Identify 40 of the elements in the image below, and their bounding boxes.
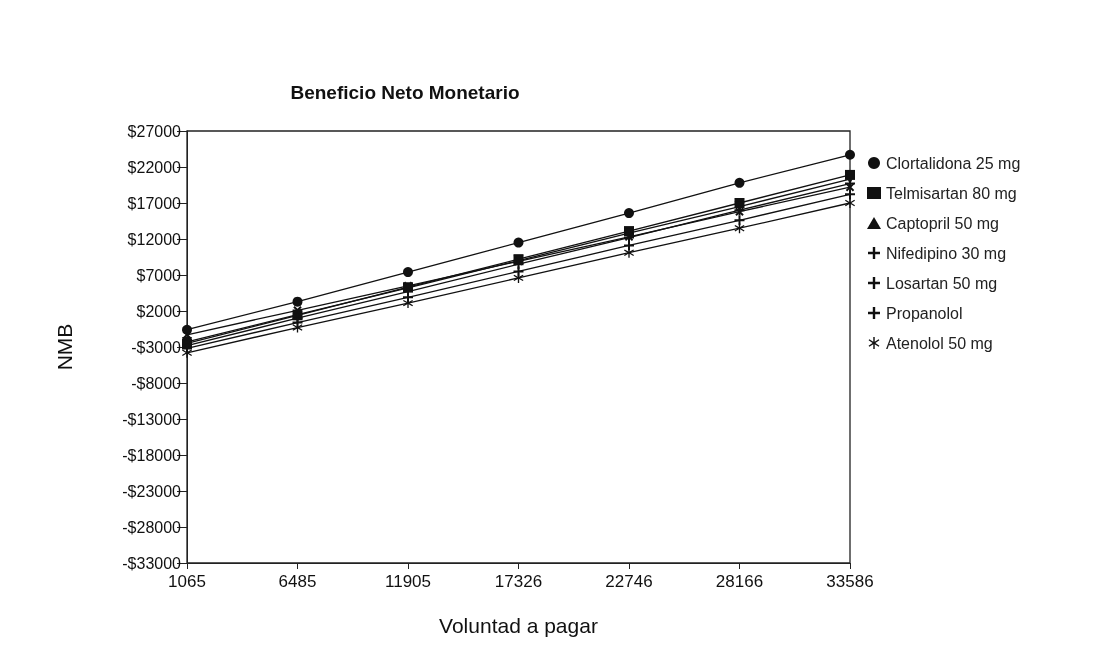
point xyxy=(403,267,413,278)
y-tick-label: -$13000 xyxy=(122,410,182,428)
point xyxy=(845,198,855,208)
y-tick-label: -$23000 xyxy=(122,482,182,500)
y-tick-label: $17000 xyxy=(127,194,182,212)
x-tick-label: 22746 xyxy=(605,572,653,591)
legend-label: Nifedipino 30 mg xyxy=(886,244,1007,262)
x-tick-label: 33586 xyxy=(826,572,874,591)
point xyxy=(513,237,524,248)
y-tick-label: $27000 xyxy=(127,122,182,140)
legend-label: Atenolol 50 mg xyxy=(886,334,993,352)
y-tick-label: -$18000 xyxy=(122,446,182,464)
legend-label: Captopril 50 mg xyxy=(886,214,999,232)
y-tick-label: $2000 xyxy=(136,302,182,320)
legend-label: Telmisartan 80 mg xyxy=(886,184,1017,202)
x-axis-title: Voluntad a pagar xyxy=(439,614,598,637)
x-tick-label: 28166 xyxy=(715,572,764,591)
y-tick-label: -$28000 xyxy=(122,518,182,536)
point xyxy=(624,208,634,219)
y-tick-label: -$3000 xyxy=(131,338,182,356)
x-tick-label: 1065 xyxy=(168,572,206,591)
legend-label: Clortalidona 25 mg xyxy=(886,154,1021,172)
point xyxy=(734,215,745,226)
x-tick-label: 17326 xyxy=(494,572,543,591)
legend-label: Propanolol xyxy=(886,304,963,322)
point xyxy=(845,189,855,200)
y-tick-label: -$8000 xyxy=(131,374,182,392)
point xyxy=(513,266,524,277)
y-tick-label: -$33000 xyxy=(122,554,182,572)
y-tick-label: $22000 xyxy=(127,158,182,176)
y-tick-label: $12000 xyxy=(127,230,182,248)
x-tick-label: 6485 xyxy=(278,572,317,591)
y-axis-title: NMB xyxy=(53,323,76,371)
y-tick-label: $7000 xyxy=(136,266,182,284)
x-tick-label: 11905 xyxy=(384,572,432,591)
point xyxy=(845,149,855,160)
chart-title: Beneficio Neto Monetario xyxy=(290,82,520,103)
legend-label: Losartan 50 mg xyxy=(886,274,998,292)
point xyxy=(292,296,303,307)
point xyxy=(734,177,745,188)
